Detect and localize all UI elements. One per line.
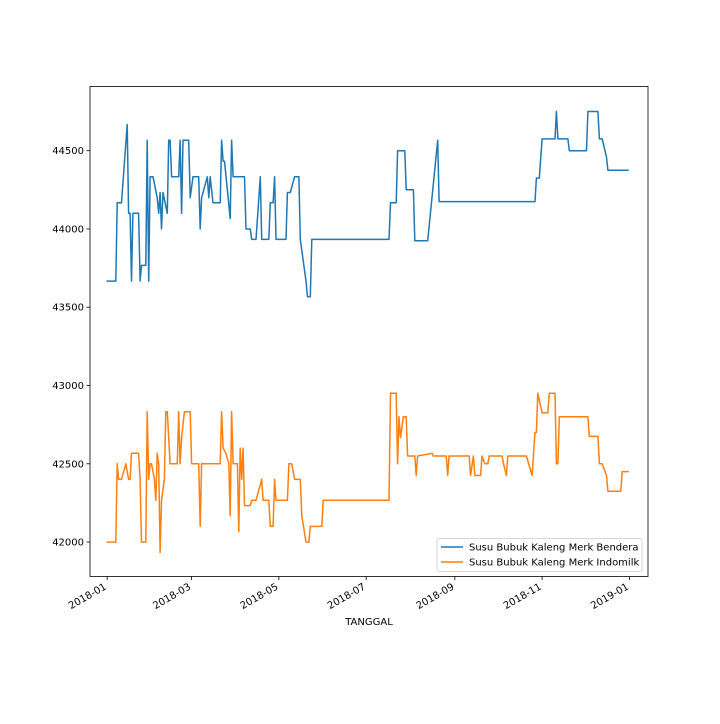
series-line-1 [106, 392, 629, 554]
plot-frame [89, 86, 649, 577]
y-tick-label: 44000 [52, 224, 84, 235]
legend-label-indomilk: Susu Bubuk Kaleng Merk Indomilk [469, 558, 639, 569]
y-axis: 42000 42500 43000 43500 44000 44500 [52, 146, 90, 549]
x-tick-label: 2018-11 [502, 582, 544, 612]
x-tick-label: 2018-09 [415, 582, 457, 612]
y-tick-label: 43000 [52, 381, 84, 392]
x-tick-label: 2018-07 [326, 582, 368, 612]
x-axis: 2018-01 2018-03 2018-05 2018-07 2018-09 2018-… [67, 576, 631, 612]
series-group [106, 110, 629, 554]
legend-box [436, 538, 643, 572]
x-tick-label: 2018-03 [151, 582, 193, 612]
y-tick-label: 42500 [52, 459, 84, 470]
x-axis-label: TANGGAL [344, 617, 393, 628]
y-tick-label: 44500 [52, 146, 84, 157]
legend: Susu Bubuk Kaleng Merk Bendera Susu Bubu… [436, 538, 643, 572]
legend-label-bendera: Susu Bubuk Kaleng Merk Bendera [469, 543, 639, 554]
y-tick-label: 43500 [52, 303, 84, 314]
series-line-0 [106, 110, 629, 298]
x-tick-label: 2018-01 [67, 582, 109, 612]
x-tick-label: 2019-01 [589, 582, 631, 612]
x-tick-label: 2018-05 [239, 582, 281, 612]
y-tick-label: 42000 [52, 538, 84, 549]
